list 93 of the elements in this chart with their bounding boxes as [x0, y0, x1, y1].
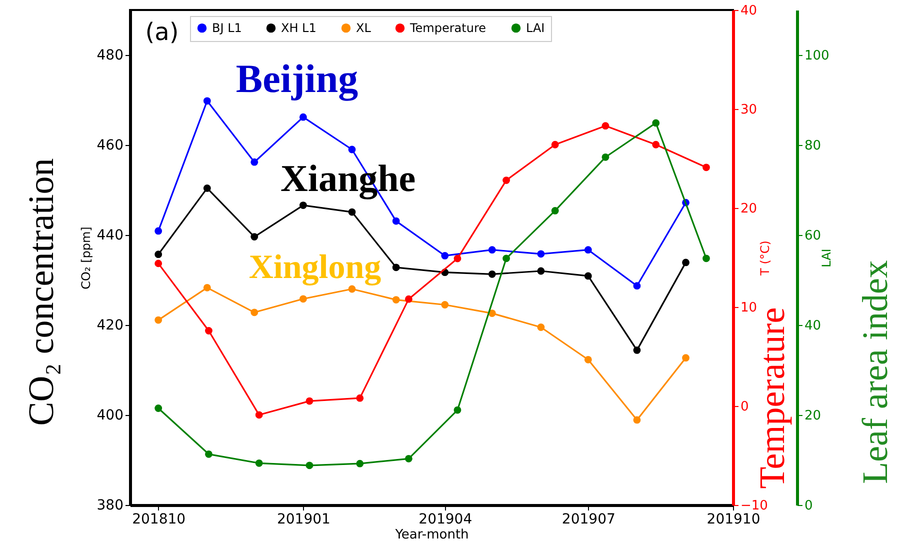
point — [154, 260, 162, 268]
point — [488, 246, 496, 254]
point — [602, 153, 610, 161]
point — [602, 122, 610, 130]
y2-tick-label: −10 — [740, 498, 768, 514]
x-tick-label: 201810 — [132, 512, 186, 528]
y3-tick-label: 60 — [804, 228, 822, 244]
y2-tick-label: 0 — [740, 400, 749, 414]
legend-label: LAI — [526, 21, 545, 36]
y3-axis-title: LAI — [819, 248, 834, 268]
legend-label: XL — [356, 21, 372, 36]
point — [682, 354, 690, 362]
point — [154, 316, 162, 324]
point — [392, 264, 400, 272]
y-tick-label: 440 — [96, 228, 124, 244]
point — [154, 227, 162, 235]
point — [299, 202, 307, 209]
point — [154, 250, 162, 258]
y2-tick-label: 20 — [740, 202, 758, 216]
x-tick-label: 201904 — [418, 512, 472, 528]
point — [537, 250, 545, 258]
point — [584, 356, 592, 364]
y-tick-label: 380 — [96, 498, 124, 514]
point — [356, 460, 364, 468]
point — [633, 282, 641, 290]
x-tick-label: 201907 — [562, 512, 616, 528]
point — [250, 158, 258, 166]
point — [702, 164, 710, 172]
y-axis-title: CO₂ [ppm] — [78, 226, 93, 290]
point — [203, 184, 211, 192]
y3-tick-label: 40 — [804, 318, 822, 334]
y-tick-label: 480 — [96, 48, 124, 64]
point — [404, 454, 412, 462]
point — [682, 258, 690, 266]
x-axis-title: Year-month — [394, 528, 469, 542]
point — [356, 394, 364, 402]
point — [441, 301, 449, 308]
point — [502, 254, 510, 262]
point — [551, 140, 559, 148]
y-tick-label: 420 — [96, 318, 124, 334]
point — [537, 324, 545, 331]
point — [404, 295, 412, 303]
y-tick-label: 400 — [96, 408, 124, 424]
point — [441, 252, 449, 260]
point — [584, 246, 592, 254]
point — [203, 284, 211, 292]
point — [348, 146, 356, 154]
text: CO₂ concentration — [21, 158, 61, 426]
point — [299, 113, 307, 121]
point — [348, 285, 356, 293]
point — [205, 450, 212, 458]
point — [306, 462, 314, 470]
point — [702, 254, 710, 262]
point — [255, 459, 263, 467]
point — [537, 267, 545, 275]
point — [306, 397, 314, 405]
legend-label: BJ L1 — [212, 21, 242, 36]
x-tick-label: 201910 — [706, 512, 760, 528]
legend-label: Temperature — [409, 21, 486, 36]
point — [154, 404, 162, 412]
point — [250, 233, 258, 240]
point — [203, 97, 211, 105]
point — [454, 254, 462, 262]
point — [392, 217, 400, 225]
point — [488, 270, 496, 278]
point — [502, 176, 510, 184]
point — [392, 296, 400, 304]
y2-tick-label: 40 — [740, 4, 758, 18]
point — [633, 346, 641, 354]
point — [551, 207, 559, 214]
y2-axis-title: T (°C) — [758, 240, 772, 276]
annotation: Xinglong — [248, 249, 382, 286]
annotation: Beijing — [236, 56, 358, 101]
point — [454, 406, 462, 414]
y3-tick-label: 80 — [804, 138, 822, 154]
point — [250, 308, 258, 316]
y-tick-label: 460 — [96, 138, 124, 154]
x-tick-label: 201901 — [276, 512, 330, 528]
y3-tick-label: 20 — [804, 408, 822, 424]
point — [348, 208, 356, 216]
point — [584, 272, 592, 280]
text: Leaf area index — [855, 260, 895, 484]
point — [205, 327, 212, 334]
point — [255, 411, 263, 419]
point — [652, 119, 660, 127]
annotation: (a) — [145, 18, 179, 46]
point — [633, 416, 641, 424]
y3-tick-label: 0 — [804, 498, 813, 514]
point — [299, 295, 307, 303]
y2-tick-label: 30 — [740, 102, 758, 118]
point — [652, 140, 660, 148]
legend-label: XH L1 — [281, 21, 316, 36]
y3-tick-label: 100 — [804, 48, 830, 64]
